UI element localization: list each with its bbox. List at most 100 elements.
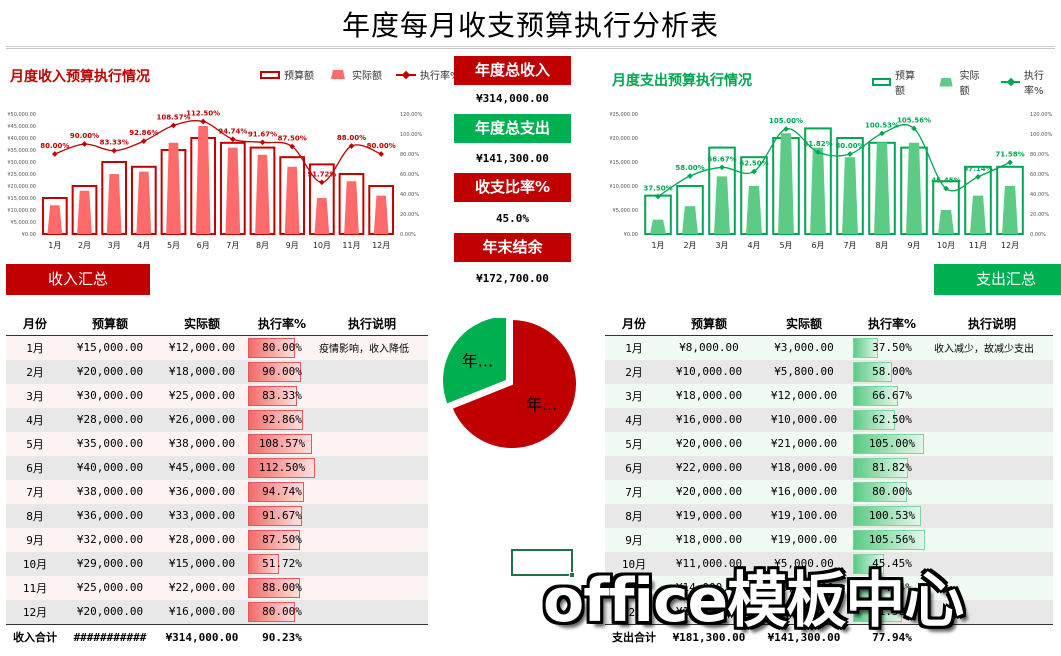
rate-cell[interactable]: 108.57%: [248, 431, 316, 456]
table-cell[interactable]: [931, 407, 1053, 432]
table-cell[interactable]: ¥18,000.00: [156, 359, 248, 384]
table-cell[interactable]: ¥141,300.00: [755, 623, 853, 650]
table-cell[interactable]: 收入减少，故减少支出: [931, 335, 1053, 360]
table-cell[interactable]: ¥28,000.00: [64, 407, 156, 432]
table-cell[interactable]: ¥33,000.00: [156, 503, 248, 528]
table-cell[interactable]: [931, 551, 1053, 576]
table-cell[interactable]: 1月: [605, 335, 663, 360]
table-cell[interactable]: ¥32,000.00: [64, 527, 156, 552]
table-cell[interactable]: [931, 599, 1053, 624]
table-cell[interactable]: [316, 383, 428, 408]
table-cell[interactable]: ¥18,000.00: [663, 383, 755, 408]
table-cell[interactable]: 3月: [6, 383, 64, 408]
table-cell[interactable]: ¥19,100.00: [755, 503, 853, 528]
table-cell[interactable]: ¥3,000.00: [755, 335, 853, 360]
table-cell[interactable]: ¥8,000.00: [663, 335, 755, 360]
table-cell[interactable]: ¥28,000.00: [156, 527, 248, 552]
table-cell[interactable]: 7月: [605, 479, 663, 504]
table-cell[interactable]: ¥26,000.00: [156, 407, 248, 432]
expense-summary-button[interactable]: 支出汇总: [934, 264, 1061, 295]
table-cell[interactable]: ¥36,000.00: [156, 479, 248, 504]
table-cell[interactable]: [316, 431, 428, 456]
table-cell[interactable]: 12月: [605, 599, 663, 624]
table-cell[interactable]: [316, 359, 428, 384]
table-cell[interactable]: [931, 383, 1053, 408]
table-cell[interactable]: ¥20,000.00: [64, 359, 156, 384]
table-cell[interactable]: [931, 623, 1053, 650]
table-cell[interactable]: [931, 503, 1053, 528]
table-cell[interactable]: ¥30,000.00: [64, 383, 156, 408]
table-cell[interactable]: ¥25,000.00: [156, 383, 248, 408]
table-cell[interactable]: 10月: [6, 551, 64, 576]
table-cell[interactable]: ¥12,000.00: [755, 383, 853, 408]
table-cell[interactable]: 11月: [605, 575, 663, 600]
total-expense-tile[interactable]: 年度总支出: [454, 114, 571, 143]
table-cell[interactable]: 2月: [605, 359, 663, 384]
table-cell[interactable]: ¥12,000.00: [156, 335, 248, 360]
table-cell[interactable]: ¥16,000.00: [663, 407, 755, 432]
table-cell[interactable]: ¥10,000.00: [755, 599, 853, 624]
table-cell[interactable]: 5月: [605, 431, 663, 456]
table-cell[interactable]: ¥314,000.00: [156, 623, 248, 650]
rate-cell[interactable]: 105.00%: [853, 431, 931, 456]
total-income-tile[interactable]: 年度总收入: [454, 56, 571, 85]
table-cell[interactable]: 8月: [6, 503, 64, 528]
table-cell[interactable]: 8月: [605, 503, 663, 528]
rate-cell[interactable]: 100.53%: [853, 503, 931, 528]
table-cell[interactable]: ¥5,800.00: [755, 359, 853, 384]
cell-selection[interactable]: [511, 549, 573, 576]
table-cell[interactable]: 1月: [6, 335, 64, 360]
table-cell[interactable]: 2月: [6, 359, 64, 384]
table-cell[interactable]: [931, 359, 1053, 384]
rate-cell[interactable]: 57.14%: [853, 575, 931, 600]
table-cell[interactable]: ¥45,000.00: [156, 455, 248, 480]
table-cell[interactable]: [316, 503, 428, 528]
table-cell[interactable]: ¥8,000.00: [755, 575, 853, 600]
table-cell[interactable]: 9月: [605, 527, 663, 552]
rate-cell[interactable]: 51.72%: [248, 551, 316, 576]
rate-cell[interactable]: 37.50%: [853, 335, 931, 360]
rate-cell[interactable]: 92.86%: [248, 407, 316, 432]
table-cell[interactable]: ¥20,000.00: [663, 479, 755, 504]
table-cell[interactable]: ¥10,000.00: [663, 359, 755, 384]
table-cell[interactable]: ¥20,000.00: [64, 599, 156, 624]
table-cell[interactable]: [931, 575, 1053, 600]
table-cell[interactable]: ¥29,000.00: [64, 551, 156, 576]
table-cell[interactable]: [931, 527, 1053, 552]
table-cell[interactable]: 90.23%: [248, 623, 316, 650]
table-cell[interactable]: ¥14,000.00: [663, 599, 755, 624]
table-cell[interactable]: ¥38,000.00: [64, 479, 156, 504]
rate-cell[interactable]: 80.00%: [248, 335, 316, 360]
table-cell[interactable]: ¥22,000.00: [156, 575, 248, 600]
table-cell[interactable]: ¥16,000.00: [156, 599, 248, 624]
table-cell[interactable]: ¥25,000.00: [64, 575, 156, 600]
table-cell[interactable]: [316, 527, 428, 552]
rate-cell[interactable]: 80.00%: [248, 599, 316, 624]
table-cell[interactable]: 支出合计: [605, 623, 663, 650]
table-cell[interactable]: ¥18,000.00: [663, 527, 755, 552]
table-cell[interactable]: 收入合计: [6, 623, 64, 650]
balance-tile[interactable]: 年末结余: [454, 233, 571, 262]
table-cell[interactable]: 疫情影响，收入降低: [316, 335, 428, 360]
table-cell[interactable]: ¥22,000.00: [663, 455, 755, 480]
table-cell[interactable]: 12月: [6, 599, 64, 624]
table-cell[interactable]: 4月: [605, 407, 663, 432]
table-cell[interactable]: 4月: [6, 407, 64, 432]
rate-cell[interactable]: 80.00%: [853, 479, 931, 504]
table-cell[interactable]: ¥36,000.00: [64, 503, 156, 528]
table-cell[interactable]: ¥10,000.00: [755, 407, 853, 432]
table-cell[interactable]: [316, 479, 428, 504]
income-summary-button[interactable]: 收入汇总: [6, 264, 150, 295]
table-cell[interactable]: ¥21,000.00: [755, 431, 853, 456]
rate-cell[interactable]: 81.82%: [853, 455, 931, 480]
fill-handle[interactable]: [569, 572, 575, 578]
table-cell[interactable]: 7月: [6, 479, 64, 504]
table-cell[interactable]: 6月: [605, 455, 663, 480]
table-cell[interactable]: 3月: [605, 383, 663, 408]
table-cell[interactable]: ¥15,000.00: [156, 551, 248, 576]
table-cell[interactable]: 6月: [6, 455, 64, 480]
table-cell[interactable]: ¥20,000.00: [663, 431, 755, 456]
table-cell[interactable]: ¥18,000.00: [755, 455, 853, 480]
table-cell[interactable]: ¥40,000.00: [64, 455, 156, 480]
ratio-tile[interactable]: 收支比率%: [454, 173, 571, 202]
